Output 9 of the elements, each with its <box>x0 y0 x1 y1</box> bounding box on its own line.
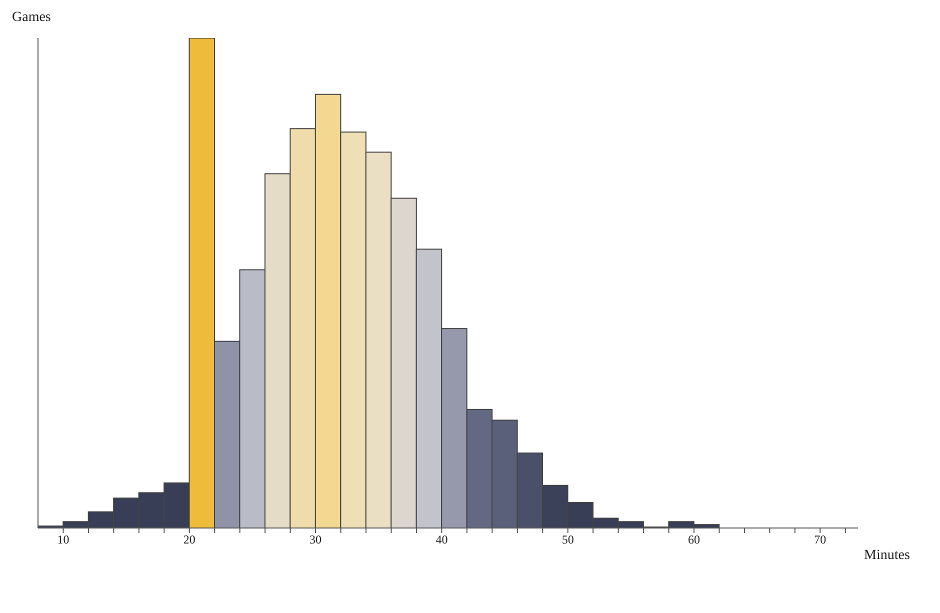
y-axis-title: Games <box>12 10 51 26</box>
x-tick-label: 30 <box>310 532 322 547</box>
x-tick-label: 20 <box>183 532 196 547</box>
x-axis-title: Minutes <box>864 548 910 564</box>
x-tick-label: 50 <box>562 532 574 547</box>
x-tick-label: 60 <box>688 532 700 547</box>
x-tick-label: 10 <box>57 532 70 547</box>
x-tick-label: 70 <box>814 532 826 547</box>
x-tick-label: 40 <box>436 532 448 547</box>
